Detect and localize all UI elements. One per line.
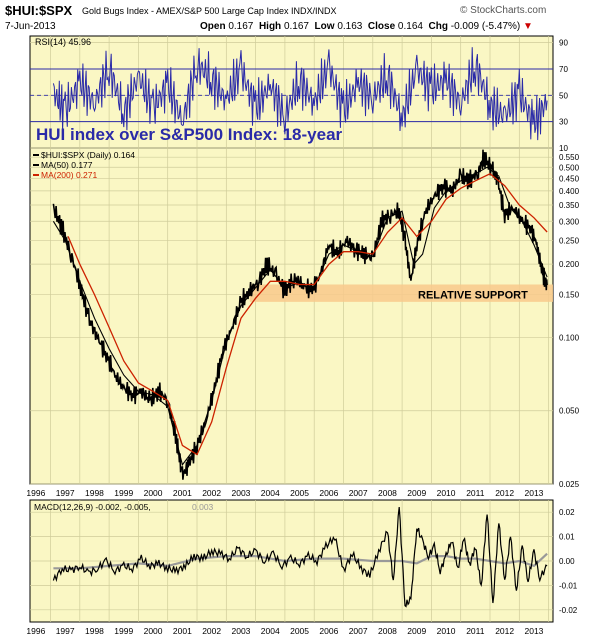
price-tick-label: 0.500	[559, 163, 580, 172]
price-xtick-label: 1996	[26, 488, 45, 498]
macd-xtick-label: 2002	[202, 626, 221, 636]
macd-legend-v3: 0.003	[192, 502, 214, 512]
ohlc-readout: Open 0.167 High 0.167 Low 0.163 Close 0.…	[200, 21, 533, 32]
chart-description: Gold Bugs Index - AMEX/S&P 500 Large Cap…	[82, 6, 337, 16]
open-label: Open	[200, 21, 226, 32]
price-tick-label: 0.400	[559, 187, 580, 196]
low-label: Low	[314, 21, 335, 32]
low-value: 0.163	[337, 21, 363, 32]
macd-xtick-label: 2007	[349, 626, 368, 636]
rsi-tick-label: 70	[559, 65, 568, 74]
price-tick-label: 0.025	[559, 480, 580, 489]
macd-xtick-label: 2006	[319, 626, 338, 636]
ma200-line	[67, 173, 548, 456]
rsi-legend: RSI(14) 45.96	[35, 37, 91, 47]
macd-tick-label: 0.01	[559, 533, 575, 542]
macd-xtick-label: 2012	[495, 626, 514, 636]
price-xtick-label: 1998	[85, 488, 104, 498]
legend-ma200-text: MA(200) 0.271	[41, 170, 97, 180]
price-xtick-label: 1997	[56, 488, 75, 498]
price-tick-label: 0.150	[559, 291, 580, 300]
price-tick-label: 0.200	[559, 260, 580, 269]
price-tick-label: 0.050	[559, 407, 580, 416]
macd-xtick-label: 2003	[231, 626, 250, 636]
macd-legend-label: MACD(12,26,9) -0.002, -0.005,	[34, 502, 151, 512]
price-xtick-label: 2000	[144, 488, 163, 498]
high-label: High	[258, 21, 282, 32]
price-xtick-label: 2011	[466, 488, 485, 498]
close-label: Close	[367, 21, 396, 32]
macd-xtick-label: 2010	[437, 626, 456, 636]
rsi-tick-label: 10	[559, 144, 568, 153]
support-band	[249, 284, 553, 302]
price-xtick-label: 2007	[349, 488, 368, 498]
macd-xtick-label: 2013	[524, 626, 543, 636]
rsi-tick-label: 50	[559, 91, 568, 100]
price-tick-label: 0.100	[559, 333, 580, 342]
rsi-line	[52, 47, 548, 141]
price-xtick-label: 2013	[524, 488, 543, 498]
macd-tick-label: -0.01	[559, 581, 578, 590]
price-xtick-label: 2006	[319, 488, 338, 498]
symbol-label: $HUI:$SPX	[5, 3, 73, 18]
rsi-tick-label: 30	[559, 118, 568, 127]
price-tick-label: 0.350	[559, 201, 580, 210]
macd-xtick-label: 2009	[407, 626, 426, 636]
price-xtick-label: 2001	[173, 488, 192, 498]
watermark: © StockCharts.com	[460, 5, 547, 16]
price-xtick-label: 2003	[231, 488, 250, 498]
date-label: 7-Jun-2013	[5, 21, 56, 32]
chg-value: -0.009 (-5.47%)	[450, 21, 521, 32]
macd-xtick-label: 2011	[466, 626, 485, 636]
macd-tick-label: 0.00	[559, 557, 575, 566]
rsi-tick-label: 90	[559, 39, 568, 48]
macd-tick-label: -0.02	[559, 606, 578, 615]
price-panel-background	[29, 147, 554, 485]
price-tick-label: 0.250	[559, 237, 580, 246]
macd-xtick-label: 2008	[378, 626, 397, 636]
macd-tick-label: 0.02	[559, 508, 575, 517]
chg-label: Chg	[428, 21, 448, 32]
price-tick-label: 0.300	[559, 217, 580, 226]
macd-xtick-label: 1997	[56, 626, 75, 636]
ma50-line	[52, 166, 548, 466]
macd-xtick-label: 2000	[144, 626, 163, 636]
price-xtick-label: 2009	[407, 488, 426, 498]
price-xtick-label: 1999	[114, 488, 133, 498]
price-xtick-label: 2002	[202, 488, 221, 498]
rsi-panel-background	[29, 35, 554, 149]
open-value: 0.167	[228, 21, 254, 32]
legend-ma50-text: MA(50) 0.177	[41, 160, 93, 170]
legend-price-text: $HUI:$SPX (Daily) 0.164	[41, 150, 135, 160]
macd-xtick-label: 2005	[290, 626, 309, 636]
support-label: RELATIVE SUPPORT	[418, 290, 528, 302]
macd-xtick-label: 1998	[85, 626, 104, 636]
price-xtick-label: 2010	[437, 488, 456, 498]
macd-xtick-label: 2001	[173, 626, 192, 636]
price-xtick-label: 2004	[261, 488, 280, 498]
close-value: 0.164	[397, 21, 423, 32]
price-xtick-label: 2012	[495, 488, 514, 498]
price-tick-label: 0.550	[559, 153, 580, 162]
macd-line	[52, 507, 548, 608]
high-value: 0.167	[283, 21, 309, 32]
price-xtick-label: 2005	[290, 488, 309, 498]
macd-xtick-label: 2004	[261, 626, 280, 636]
macd-xtick-label: 1999	[114, 626, 133, 636]
price-tick-label: 0.450	[559, 174, 580, 183]
macd-xtick-label: 1996	[26, 626, 45, 636]
chart-annotation-title: HUI index over S&P500 Index: 18-year	[36, 125, 343, 144]
price-xtick-label: 2008	[378, 488, 397, 498]
down-arrow-icon: ▼	[523, 21, 533, 32]
